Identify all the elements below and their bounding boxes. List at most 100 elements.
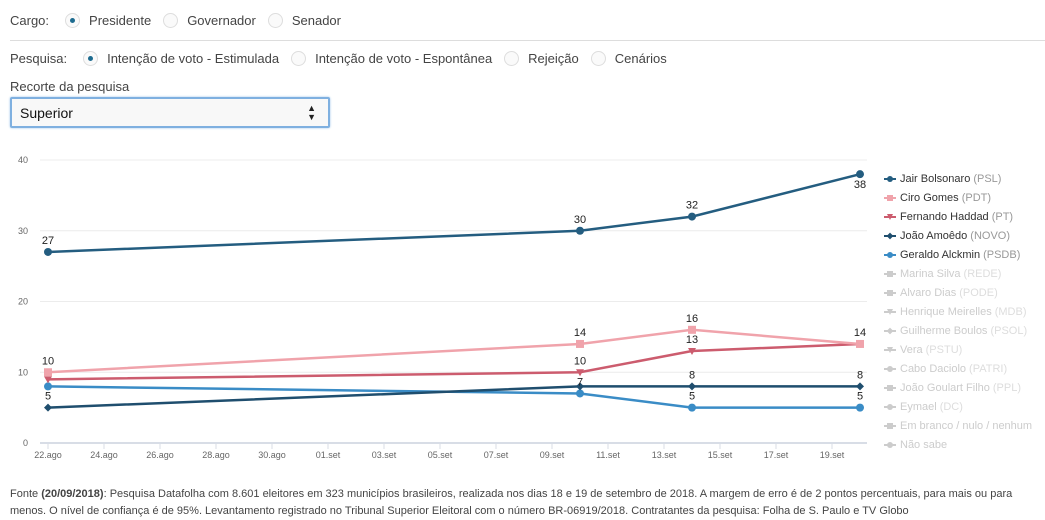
legend-name: Henrique Meirelles — [900, 305, 992, 318]
legend-name: Cabo Daciolo — [900, 362, 967, 375]
x-tick-label: 15.set — [708, 450, 733, 460]
data-label: 32 — [686, 200, 698, 212]
radio-circle-selected[interactable] — [83, 51, 99, 66]
legend-party: (PSL) — [973, 172, 1002, 185]
legend-item[interactable]: Geraldo Alckmin (PSDB) — [884, 245, 1032, 264]
legend-marker-icon — [884, 364, 896, 374]
radio-espontanea[interactable]: Intenção de voto - Espontânea — [291, 51, 492, 66]
legend-item[interactable]: Fernando Haddad (PT) — [884, 207, 1032, 226]
data-label: 10 — [574, 355, 586, 367]
legend-party: (PODE) — [959, 286, 998, 299]
radio-circle-selected[interactable] — [65, 13, 81, 28]
footer-date: (20/09/2018) — [41, 488, 104, 500]
data-point — [44, 376, 52, 384]
data-label: 5 — [689, 391, 695, 403]
data-label: 8 — [689, 369, 695, 381]
data-point — [688, 348, 696, 356]
data-point — [576, 226, 584, 235]
legend-name: Geraldo Alckmin — [900, 248, 981, 261]
legend-marker-icon — [884, 383, 896, 393]
data-label: 27 — [42, 235, 54, 247]
radio-circle[interactable] — [163, 13, 179, 28]
legend-name: Em branco / nulo / nenhum — [900, 419, 1033, 432]
legend-item[interactable]: Eymael (DC) — [884, 397, 1032, 416]
radio-senador[interactable]: Senador — [267, 13, 341, 28]
legend-name: Guilherme Boulos — [900, 324, 988, 337]
legend-name: Ciro Gomes — [900, 191, 959, 204]
legend-item[interactable]: João Amoêdo (NOVO) — [884, 226, 1032, 245]
data-label: 14 — [854, 327, 866, 339]
x-tick-label: 13.set — [652, 450, 677, 460]
data-point — [688, 403, 696, 412]
radio-label: Rejeição — [528, 51, 579, 66]
legend-item[interactable]: Alvaro Dias (PODE) — [884, 283, 1032, 302]
legend-party: (PSTU) — [925, 343, 963, 356]
radio-circle[interactable] — [590, 51, 606, 66]
radio-presidente[interactable]: Presidente — [65, 13, 151, 28]
data-label: 13 — [686, 334, 698, 346]
data-label: 30 — [574, 214, 586, 226]
radio-cenarios[interactable]: Cenários — [590, 51, 667, 66]
radio-circle[interactable] — [291, 51, 307, 66]
legend-party: (PDT) — [961, 191, 992, 204]
radio-governador[interactable]: Governador — [163, 13, 256, 28]
legend-item[interactable]: Guilherme Boulos (PSOL) — [884, 321, 1032, 340]
radio-estimulada[interactable]: Intenção de voto - Estimulada — [83, 51, 279, 66]
legend-marker-icon — [884, 421, 896, 431]
legend-item[interactable]: Cabo Daciolo (PATRI) — [884, 359, 1032, 378]
legend-marker-icon — [884, 440, 896, 450]
legend-name: João Amoêdo — [900, 229, 968, 242]
data-label: 16 — [686, 313, 698, 325]
radio-label: Presidente — [89, 13, 152, 28]
x-tick-label: 01.set — [316, 450, 341, 460]
data-label: 14 — [574, 327, 586, 339]
legend-item[interactable]: Ciro Gomes (PDT) — [884, 188, 1032, 207]
data-label: 5 — [45, 391, 51, 403]
radio-circle[interactable] — [267, 13, 283, 28]
legend-party: (REDE) — [963, 267, 1002, 280]
cargo-label: Cargo: — [10, 13, 50, 28]
data-label: 8 — [857, 369, 863, 381]
legend-item[interactable]: Não sabe — [884, 435, 1032, 454]
legend-item[interactable]: Henrique Meirelles (MDB) — [884, 302, 1032, 321]
data-point — [44, 382, 52, 391]
legend-item[interactable]: Vera (PSTU) — [884, 340, 1032, 359]
legend-party: (PT) — [991, 210, 1014, 223]
legend-party: (PSOL) — [990, 324, 1028, 337]
data-label: 7 — [577, 376, 583, 388]
legend-marker-icon — [884, 212, 896, 222]
series-line-jo-o-amo-do — [47, 385, 860, 409]
legend-marker-icon — [884, 326, 896, 336]
data-label: 5 — [857, 391, 863, 403]
data-label: 38 — [854, 179, 866, 191]
legend-name: Fernando Haddad — [900, 210, 989, 223]
legend-name: João Goulart Filho — [900, 381, 990, 394]
series-line-jair-bolsonaro — [47, 172, 861, 254]
legend-item[interactable]: Jair Bolsonaro (PSL) — [884, 169, 1032, 188]
radio-rejeicao[interactable]: Rejeição — [504, 51, 579, 66]
radio-label: Governador — [187, 13, 256, 28]
x-tick-label: 17.set — [764, 450, 789, 460]
x-tick-label: 09.set — [540, 450, 565, 460]
data-point — [576, 369, 584, 377]
series-line-ciro-gomes — [47, 328, 861, 374]
recorte-selected-value: Superior — [20, 104, 73, 121]
data-point — [44, 403, 52, 412]
series-line-fernando-haddad — [47, 342, 861, 381]
x-tick-label: 28.ago — [202, 450, 230, 460]
radio-circle[interactable] — [504, 51, 520, 66]
divider — [10, 40, 1045, 41]
legend-name: Jair Bolsonaro — [900, 172, 971, 185]
line-chart: 0 10 20 30 40 22.ago 24.ago 26.ago 28.ago 30.ago 0… — [18, 155, 867, 460]
recorte-label: Recorte da pesquisa — [10, 79, 130, 94]
legend-item[interactable]: Marina Silva (REDE) — [884, 264, 1032, 283]
legend-item[interactable]: Em branco / nulo / nenhum — [884, 416, 1032, 435]
pesquisa-row: Pesquisa: Intenção de voto - Estimulada … — [10, 51, 679, 66]
pesquisa-label: Pesquisa: — [10, 51, 68, 66]
data-label: 10 — [42, 355, 54, 367]
legend-party: (NOVO) — [970, 229, 1011, 242]
radio-label: Cenários — [614, 51, 667, 66]
legend-item[interactable]: João Goulart Filho (PPL) — [884, 378, 1032, 397]
recorte-select[interactable]: Superior ▲ ▼ — [10, 97, 330, 128]
x-tick-label: 05.set — [428, 450, 453, 460]
